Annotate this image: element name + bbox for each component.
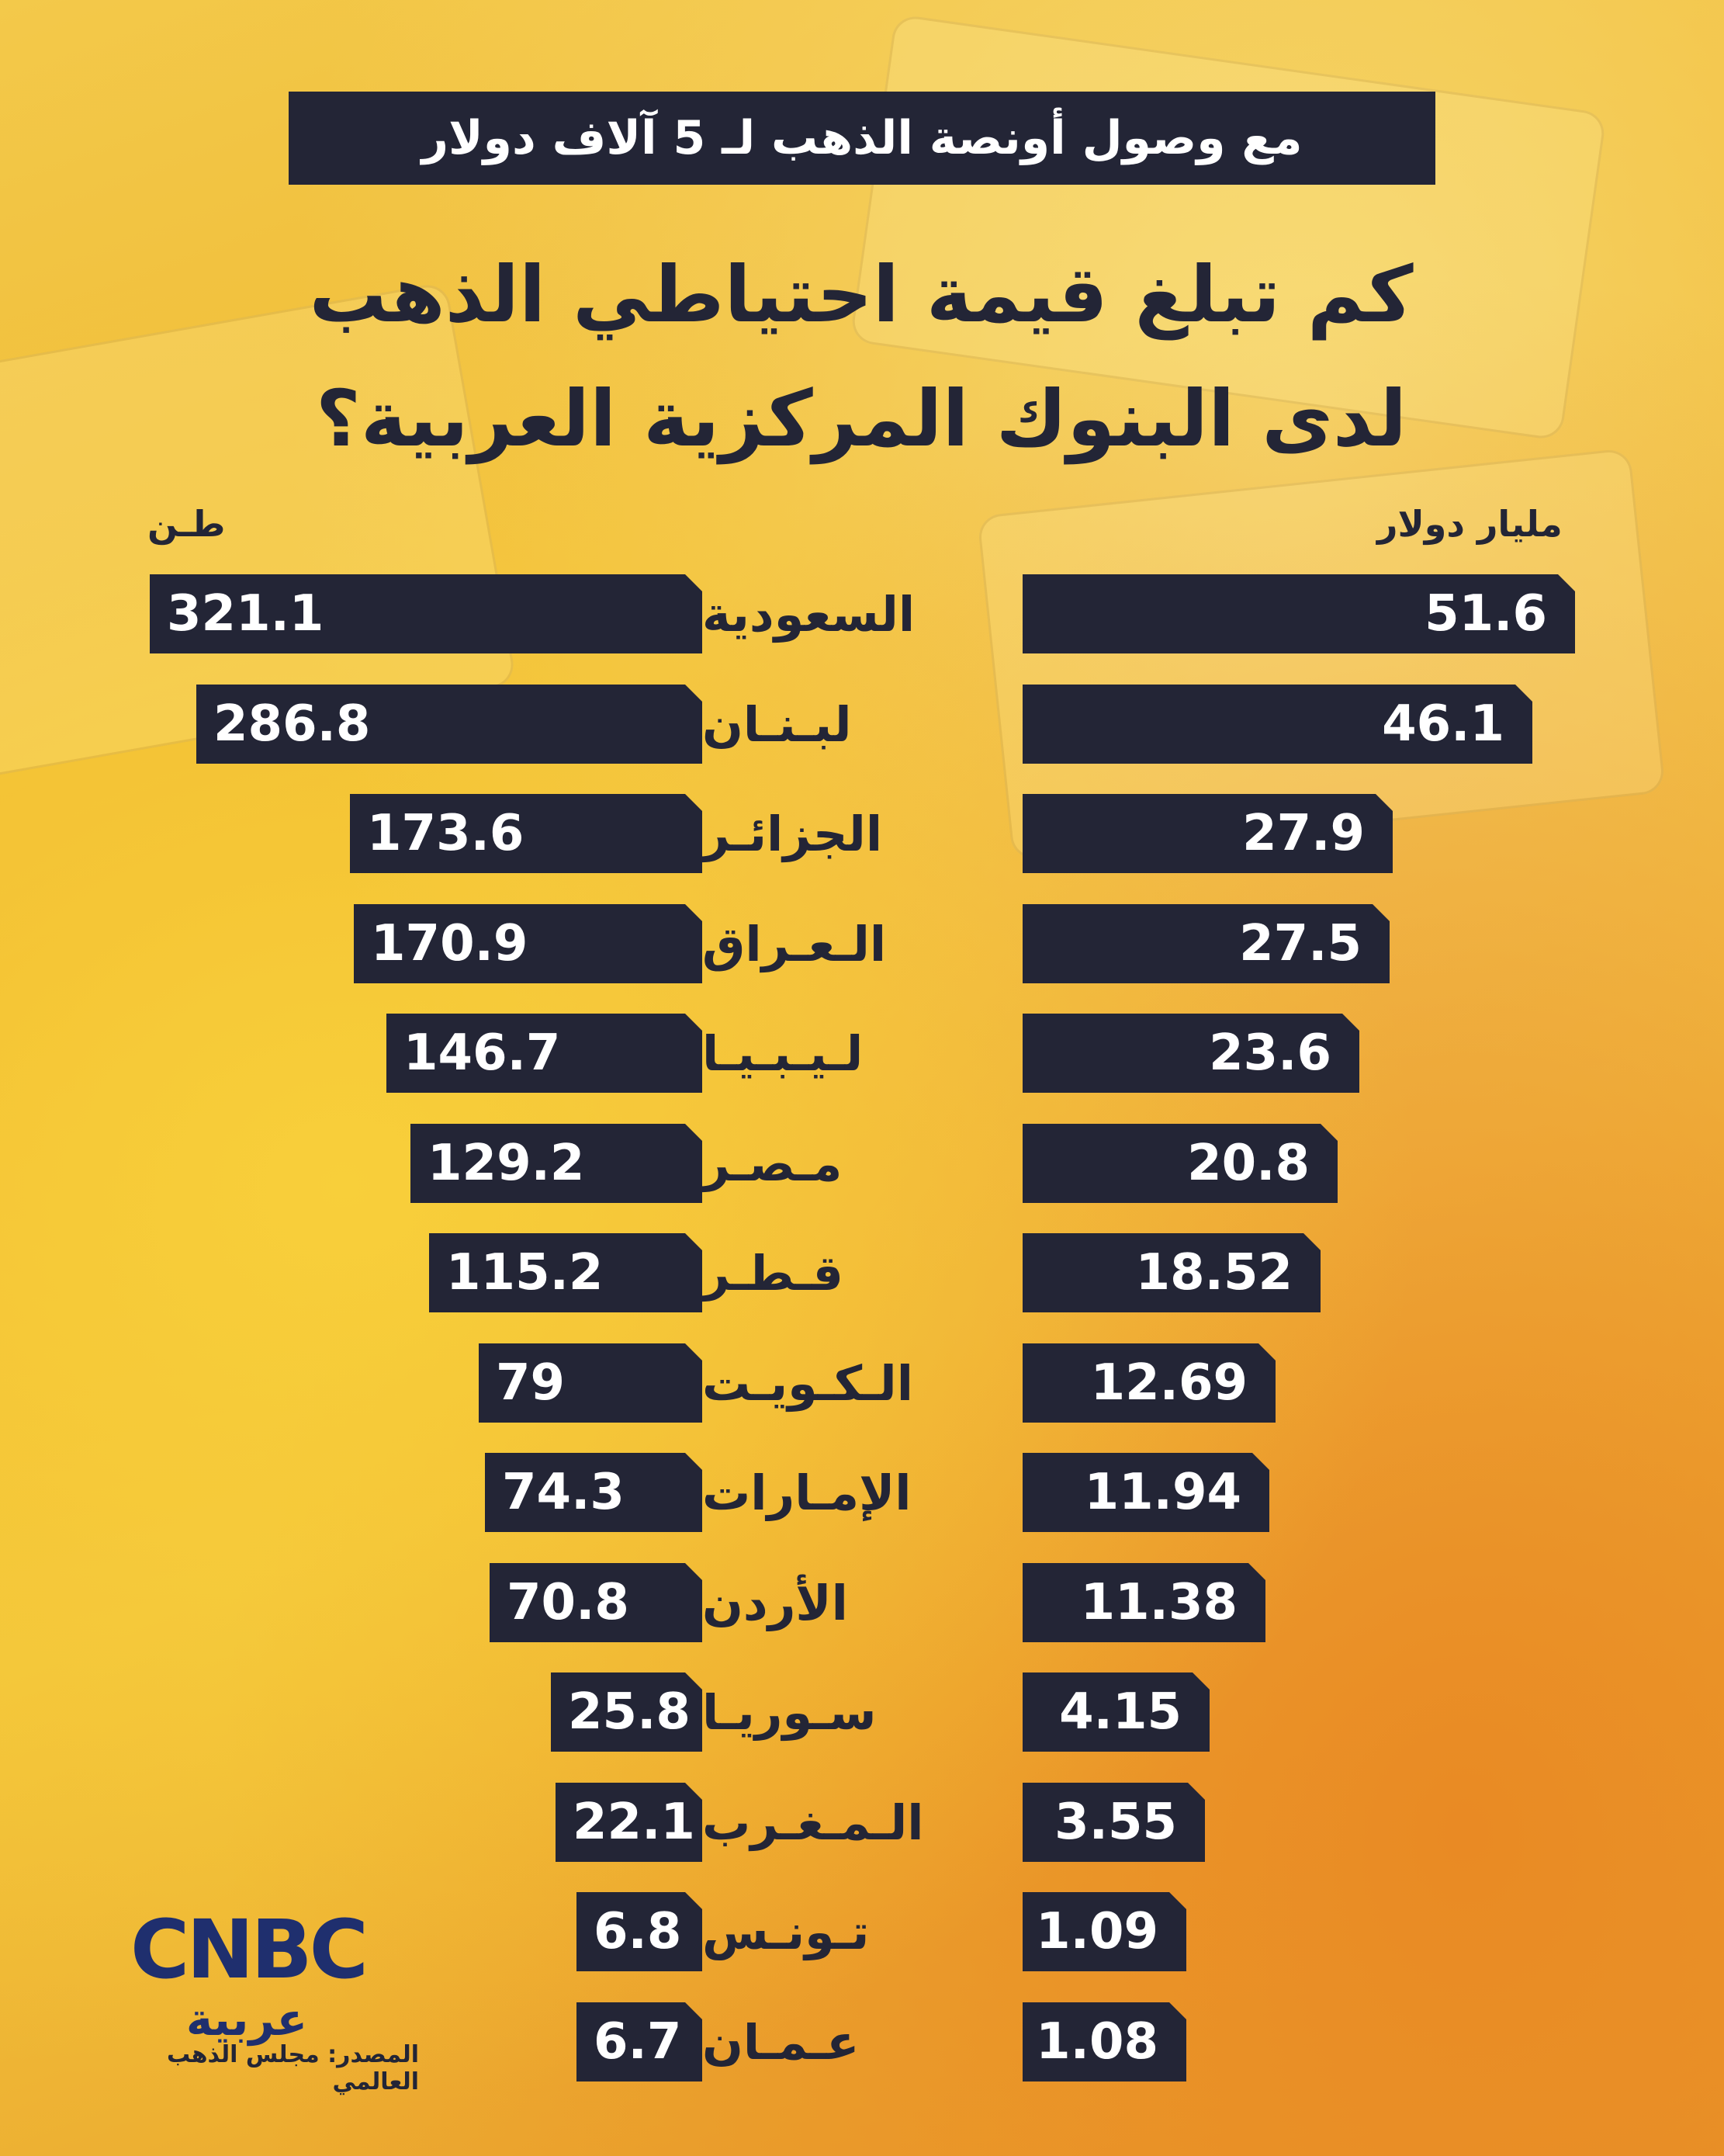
- bar-usd: 11.94: [1023, 1453, 1269, 1532]
- bar-usd: 46.1: [1023, 685, 1532, 764]
- bar-usd: 23.6: [1023, 1014, 1359, 1093]
- bar-tons: 115.2: [429, 1233, 702, 1312]
- value-label-tons: 170.9: [371, 915, 528, 972]
- country-label: عـمـان: [702, 2013, 860, 2071]
- bar-usd: 12.69: [1023, 1343, 1276, 1423]
- bar-tons: 173.6: [350, 794, 702, 873]
- value-label-usd: 1.08: [1036, 2013, 1158, 2071]
- value-label-usd: 27.5: [1239, 915, 1362, 972]
- country-label: تـونـس: [702, 1903, 870, 1960]
- bar-tons: 321.1: [150, 574, 702, 653]
- value-label-usd: 11.94: [1084, 1464, 1241, 1521]
- bar-usd: 18.52: [1023, 1233, 1321, 1312]
- value-label-usd: 1.09: [1036, 1903, 1158, 1960]
- value-label-usd: 4.15: [1059, 1683, 1182, 1741]
- country-label: الـعـراق: [702, 915, 887, 972]
- source-note: المصدر: مجلس الذهب العالمي: [167, 2041, 419, 2095]
- value-label-tons: 6.7: [594, 2013, 682, 2071]
- country-label: مـصـر: [702, 1135, 843, 1192]
- bar-tons: 129.2: [410, 1124, 702, 1203]
- bar-usd: 27.5: [1023, 904, 1390, 983]
- country-label: الجزائـر: [702, 805, 883, 862]
- bar-tons: 286.8: [196, 685, 702, 764]
- bar-tons: 79: [479, 1343, 702, 1423]
- value-label-tons: 321.1: [167, 585, 324, 643]
- value-label-usd: 20.8: [1187, 1135, 1310, 1192]
- page-title-line2: لدى البنوك المركزية العربية؟: [315, 373, 1407, 464]
- country-label: الـكـويـت: [702, 1354, 913, 1412]
- page-title-line1: كم تبلغ قيمة احتياطي الذهب: [309, 249, 1414, 340]
- bar-usd: 4.15: [1023, 1672, 1210, 1752]
- country-label: الأردن: [702, 1574, 848, 1631]
- bar-tons: 74.3: [485, 1453, 702, 1532]
- bar-tons: 6.7: [576, 2002, 702, 2081]
- value-label-usd: 51.6: [1425, 585, 1547, 643]
- logo-sub-text: عربية: [185, 1993, 308, 2046]
- bar-usd: 3.55: [1023, 1783, 1205, 1862]
- value-label-tons: 74.3: [502, 1464, 625, 1521]
- bar-tons: 6.8: [576, 1892, 702, 1971]
- value-label-usd: 23.6: [1209, 1024, 1331, 1082]
- subtitle-banner: مع وصول أونصة الذهب لـ 5 آلاف دولار: [289, 92, 1435, 185]
- value-label-tons: 129.2: [428, 1135, 585, 1192]
- country-label: سـوريـا: [702, 1683, 877, 1741]
- country-label: لـيـبـيـا: [702, 1024, 864, 1082]
- value-label-tons: 286.8: [213, 695, 371, 753]
- bar-tons: 70.8: [490, 1563, 702, 1642]
- country-label: لبـنـان: [702, 695, 852, 753]
- country-label: السعودية: [702, 585, 916, 643]
- value-label-usd: 11.38: [1080, 1574, 1238, 1631]
- logo-main-text: CNBC: [130, 1902, 369, 1997]
- value-label-tons: 6.8: [594, 1903, 682, 1960]
- value-label-tons: 173.6: [367, 805, 524, 862]
- value-label-tons: 146.7: [403, 1024, 561, 1082]
- bar-usd: 11.38: [1023, 1563, 1265, 1642]
- bar-usd: 1.09: [1023, 1892, 1186, 1971]
- value-label-usd: 12.69: [1090, 1354, 1248, 1412]
- bar-tons: 146.7: [386, 1014, 702, 1093]
- bar-tons: 25.8: [551, 1672, 702, 1752]
- bar-usd: 27.9: [1023, 794, 1393, 873]
- country-label: الـمـغـرب: [702, 1794, 924, 1851]
- unit-label-tons: طـن: [147, 503, 226, 545]
- country-label: الإمـارات: [702, 1464, 912, 1521]
- bar-tons: 22.1: [556, 1783, 702, 1862]
- value-label-usd: 18.52: [1135, 1244, 1293, 1302]
- value-label-tons: 70.8: [507, 1574, 629, 1631]
- country-label: قـطـر: [702, 1244, 843, 1302]
- subtitle-text: مع وصول أونصة الذهب لـ 5 آلاف دولار: [421, 111, 1303, 165]
- value-label-tons: 22.1: [573, 1794, 695, 1851]
- bar-usd: 1.08: [1023, 2002, 1186, 2081]
- bar-usd: 51.6: [1023, 574, 1575, 653]
- unit-label-usd: مليار دولار: [1377, 503, 1563, 545]
- bar-usd: 20.8: [1023, 1124, 1338, 1203]
- cnbc-arabia-logo: CNBC عربية: [130, 1902, 369, 2046]
- bar-tons: 170.9: [354, 904, 702, 983]
- value-label-usd: 27.9: [1242, 805, 1365, 862]
- value-label-usd: 3.55: [1054, 1794, 1177, 1851]
- value-label-tons: 79: [496, 1354, 566, 1412]
- value-label-tons: 25.8: [568, 1683, 691, 1741]
- value-label-usd: 46.1: [1382, 695, 1504, 753]
- value-label-tons: 115.2: [446, 1244, 604, 1302]
